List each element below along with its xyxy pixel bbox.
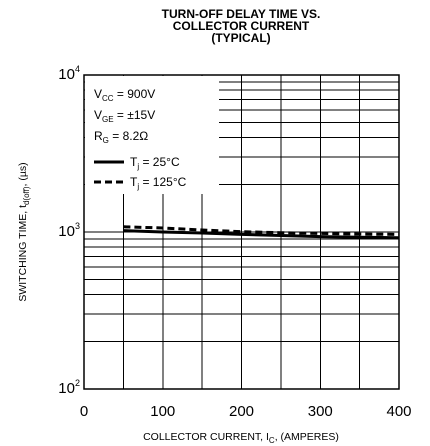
x-tick-label: 0 bbox=[80, 403, 88, 420]
y-tick-label: 104 bbox=[58, 64, 80, 83]
legend: VCC = 900V VGE = ±15V RG = 8.2Ω Tj = 25°C Tj… bbox=[85, 76, 219, 194]
legend-background bbox=[85, 76, 219, 194]
x-tick-label: 400 bbox=[386, 403, 411, 420]
series-line-tj-25c bbox=[123, 229, 400, 240]
chart-title: TURN-OFF DELAY TIME VS.COLLECTOR CURRENT… bbox=[162, 7, 321, 45]
series-line-tj-125c bbox=[123, 225, 400, 236]
chart-title-line: TURN-OFF DELAY TIME VS. bbox=[162, 7, 321, 21]
condition-label: VCC = 900V bbox=[94, 87, 155, 103]
plot-frame bbox=[83, 74, 400, 390]
chart-title-line: (TYPICAL) bbox=[211, 31, 270, 45]
chart-title-line: COLLECTOR CURRENT bbox=[173, 19, 310, 33]
legend-entry: Tj = 25°C bbox=[130, 155, 180, 171]
legend-entry: Tj = 125°C bbox=[130, 175, 187, 191]
x-tick-label: 100 bbox=[150, 403, 175, 420]
x-axis-label: COLLECTOR CURRENT, IC, (AMPERES) bbox=[143, 431, 339, 445]
condition-label: RG = 8.2Ω bbox=[94, 129, 148, 145]
condition-label: VGE = ±15V bbox=[94, 108, 155, 124]
x-tick-label: 300 bbox=[308, 403, 333, 420]
y-tick-label: 103 bbox=[58, 221, 80, 240]
y-axis-label: SWITCHING TIME, td(off), (µs) bbox=[17, 162, 31, 301]
x-tick-label: 200 bbox=[229, 403, 254, 420]
y-tick-label: 102 bbox=[58, 378, 80, 397]
